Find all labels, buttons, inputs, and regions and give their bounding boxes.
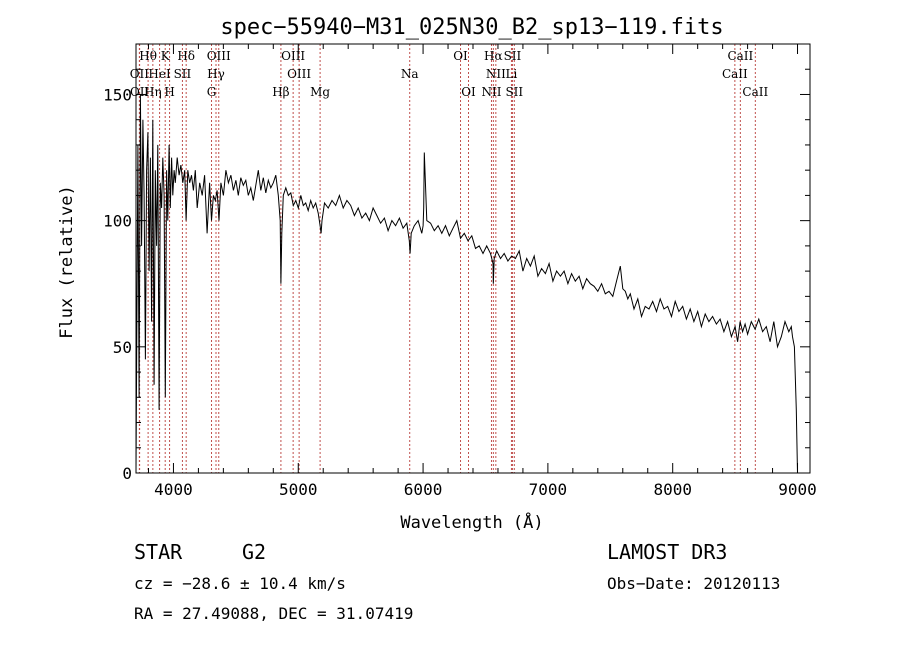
spectral-line-label: OIII [287,67,311,81]
spectral-line-label: OII [130,67,150,81]
x-tick-label: 5000 [279,480,318,499]
spectral-line-label: Hδ [177,49,195,63]
spectral-line-label: NII [486,67,506,81]
redshift-value: cz = −28.6 ± 10.4 km/s [134,574,346,593]
spectral-line-label: Hθ [139,49,157,63]
x-tick-label: 9000 [778,480,817,499]
spectral-line-label: NII [481,85,501,99]
spectral-line-label: CaII [742,85,768,99]
x-axis-label: Wavelength (Å) [400,511,543,533]
object-class: STAR [134,540,183,564]
spectral-subclass: G2 [242,540,266,564]
x-axis-ticks: 4000 5000 6000 7000 8000 9000 [147,44,817,499]
x-tick-label: 8000 [653,480,692,499]
spectral-line-label: Na [401,67,419,81]
survey-name: LAMOST DR3 [607,540,727,564]
x-tick-label: 4000 [154,480,193,499]
y-tick-label: 50 [113,338,132,357]
spectrum-line [135,94,798,474]
spectral-line-label: OII [130,85,150,99]
spectral-line-label: G [207,85,217,99]
spectral-line-label: SII [174,67,192,81]
spectral-line-label: K [161,49,171,63]
x-tick-label: 7000 [529,480,568,499]
x-tick-label: 6000 [404,480,443,499]
plot-frame [135,43,811,474]
spectral-line-label: H [164,85,174,99]
spectral-line-label: OI [453,49,468,63]
spectral-line-label: Hα [484,49,503,63]
observation-date: Obs−Date: 20120113 [607,574,780,593]
spectral-line-label: HeI [148,67,171,81]
y-tick-label: 100 [103,212,132,231]
spectral-line-label: OIII [281,49,305,63]
spectral-line-label: Hγ [207,67,225,81]
y-axis-label: Flux (relative) [57,185,77,339]
spectral-line-label: OIII [207,49,231,63]
coordinates: RA = 27.49088, DEC = 31.07419 [134,604,413,623]
spectral-line-label: OI [461,85,476,99]
chart-title: spec−55940−M31_025N30_B2_sp13−119.fits [220,15,723,40]
spectral-line-label: CaII [727,49,753,63]
plot-area [135,94,798,474]
spectral-line-markers [138,44,756,473]
y-axis-ticks: 0 50 100 150 [103,43,810,483]
spectral-line-label: Mg [310,85,330,99]
spectral-line-label: Hη [144,85,162,99]
y-tick-label: 150 [103,85,132,104]
spectral-line-label: SII [504,49,522,63]
spectral-line-label: Hβ [272,85,289,99]
spectral-line-label: Li [506,67,518,81]
spectral-line-label: CaII [722,67,748,81]
spectral-line-label: SII [505,85,523,99]
y-tick-label: 0 [122,464,132,483]
